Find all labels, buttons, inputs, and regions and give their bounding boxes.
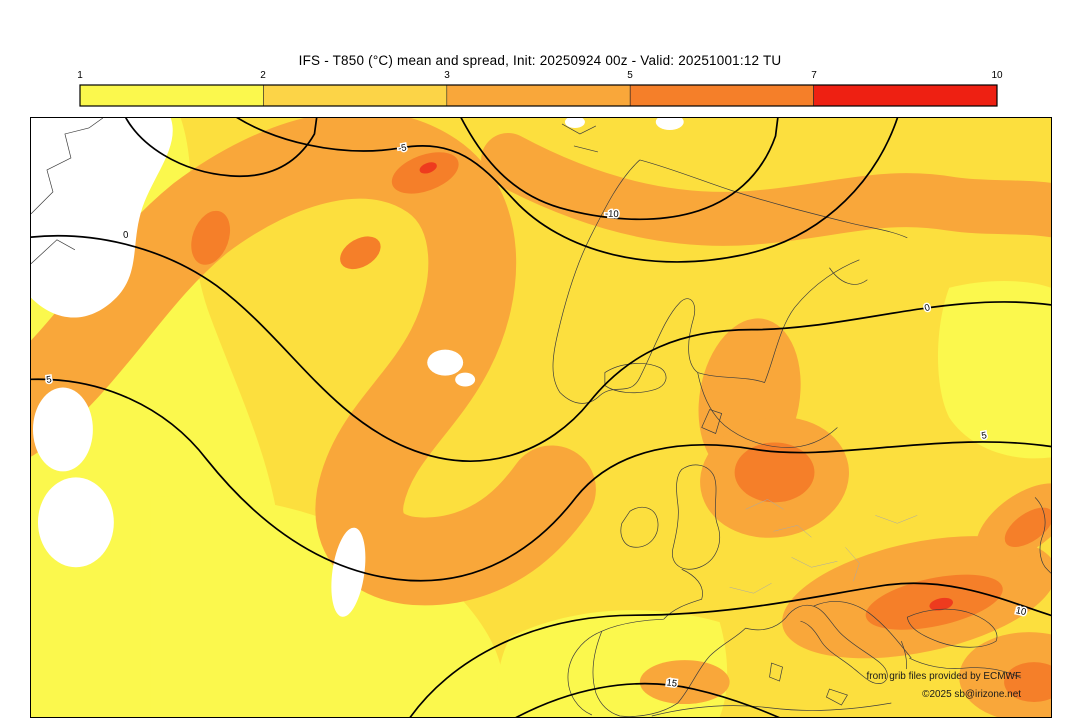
weather-map: -10 -5 0 0 5 5 10 15 from grib files pro…: [31, 118, 1051, 717]
coast-ireland: [620, 506, 659, 548]
colorbar-tick: 10: [991, 70, 1003, 81]
coast-greenland: [31, 118, 104, 265]
coast-great-britain: [672, 464, 720, 570]
spread-blob-africa: [639, 660, 730, 705]
coast-baltic: [697, 372, 838, 448]
spread-below-min-regions: [31, 118, 684, 617]
contour-plus5: [31, 378, 1051, 582]
spread-level1-regions: [31, 118, 1051, 717]
coast-iceland: [604, 363, 667, 394]
spread-level5-specks: [419, 162, 953, 611]
contour-label: 15: [666, 677, 678, 689]
attribution-source: from grib files provided by ECMWF: [867, 671, 1022, 682]
coast-aegean-turkey: [900, 640, 1022, 679]
colorbar-segment-3-5: [446, 84, 631, 107]
contour-minus5: [236, 118, 899, 263]
coast-north-africa: [651, 702, 892, 717]
coast-caspian: [1034, 497, 1051, 574]
coast-black-sea: [906, 608, 998, 648]
coastlines: [31, 118, 1051, 717]
contour-label: 5: [46, 374, 53, 386]
coast-svalbard: [561, 123, 598, 153]
spread-band-atlantic: [31, 118, 596, 606]
colorbar-segment-7-10: [813, 84, 998, 107]
country-borders: [729, 499, 918, 594]
coast-italy: [769, 601, 912, 706]
attribution: from grib files provided by ECMWF ©2025 …: [867, 671, 1022, 700]
colorbar-tick: 1: [77, 70, 83, 81]
colorbar-tick: 7: [811, 70, 817, 81]
chart-title: IFS - T850 (°C) mean and spread, Init: 2…: [298, 53, 782, 68]
colorbar-segment-2-3: [263, 84, 448, 107]
contour-label: -5: [397, 142, 407, 154]
contour-nw: [125, 118, 318, 178]
contour-label: -10: [605, 208, 619, 220]
contour-plus10: [409, 582, 1051, 717]
mean-contours: [31, 118, 1051, 717]
colorbar-tick: 3: [444, 70, 450, 81]
contour-label: 10: [1015, 605, 1028, 618]
contour-labels: -10 -5 0 0 5 5 10 15: [44, 141, 1029, 691]
colorbar-tick: 2: [260, 70, 266, 81]
map-frame: -10 -5 0 0 5 5 10 15 from grib files pro…: [30, 117, 1052, 718]
colorbar-segment-1-2: [79, 84, 264, 107]
contour-zero: [31, 235, 1051, 462]
contour-label: 0: [123, 230, 129, 241]
contour-label: 0: [923, 302, 931, 314]
coast-france-iberia: [567, 568, 786, 717]
contour-plus15: [515, 682, 780, 717]
contour-label: 5: [981, 430, 988, 442]
attribution-copyright: ©2025 sb@irizone.net: [922, 689, 1021, 700]
colorbar-segment-5-7: [629, 84, 814, 107]
coast-scandinavia: [552, 159, 908, 404]
colorbar-tick: 5: [627, 70, 633, 81]
contour-minus10: [460, 118, 779, 221]
spread-band-arctic: [481, 132, 1051, 246]
colorbar-frame: [79, 84, 998, 107]
colorbar: 1 2 3 5 7 10: [77, 70, 1003, 107]
